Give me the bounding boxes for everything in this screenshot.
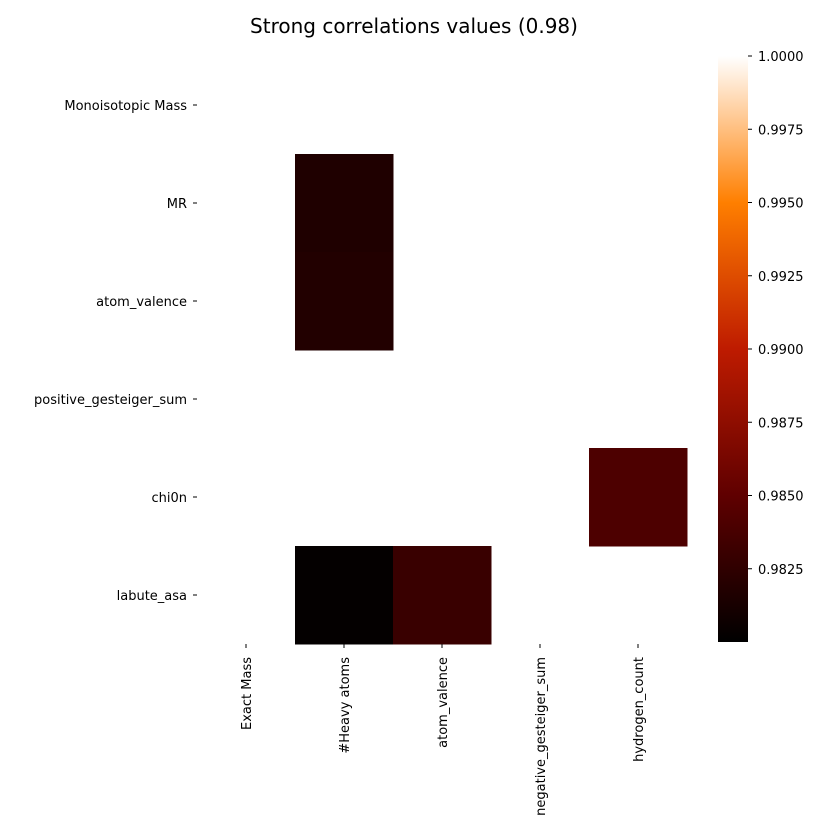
colorbar-tick-label: 0.9825 (758, 563, 804, 578)
colorbar-ticks: 1.0000 0.9975 0.9950 0.9925 0.9900 0.9875 0.98… (748, 50, 804, 578)
heatmap-cell (295, 154, 394, 253)
y-tick-label: positive_gesteiger_sum (34, 393, 187, 408)
colorbar-tick-label: 0.9850 (758, 490, 804, 505)
colorbar (718, 56, 748, 642)
x-tick-label: atom_valence (436, 657, 451, 748)
x-tick-labels: Exact Mass #Heavy atoms atom_valence negati… (240, 644, 647, 816)
colorbar-tick-label: 0.9925 (758, 270, 804, 285)
x-tick-label: hydrogen_count (632, 657, 647, 762)
y-tick-label: chi0n (151, 491, 187, 506)
heatmap-cell (589, 448, 688, 547)
x-tick-label: negative_gesteiger_sum (534, 657, 549, 816)
heatmap-cell (393, 546, 492, 645)
y-tick-label: MR (167, 197, 187, 212)
colorbar-tick-label: 0.9900 (758, 343, 804, 358)
heatmap-cells (295, 154, 688, 645)
heatmap-cell (295, 252, 394, 351)
y-tick-label: labute_asa (117, 589, 187, 604)
colorbar-tick-label: 0.9950 (758, 197, 804, 212)
colorbar-tick-label: 0.9975 (758, 123, 804, 138)
chart-title: Strong correlations values (0.98) (250, 14, 578, 38)
x-tick-label: Exact Mass (240, 657, 255, 730)
y-tick-label: atom_valence (96, 295, 187, 310)
heatmap-cell (295, 546, 394, 645)
y-tick-labels: Monoisotopic Mass MR atom_valence positive_… (34, 99, 197, 604)
colorbar-tick-label: 0.9875 (758, 416, 804, 431)
y-tick-label: Monoisotopic Mass (64, 99, 187, 114)
colorbar-tick-label: 1.0000 (758, 50, 804, 65)
x-tick-label: #Heavy atoms (338, 657, 353, 754)
